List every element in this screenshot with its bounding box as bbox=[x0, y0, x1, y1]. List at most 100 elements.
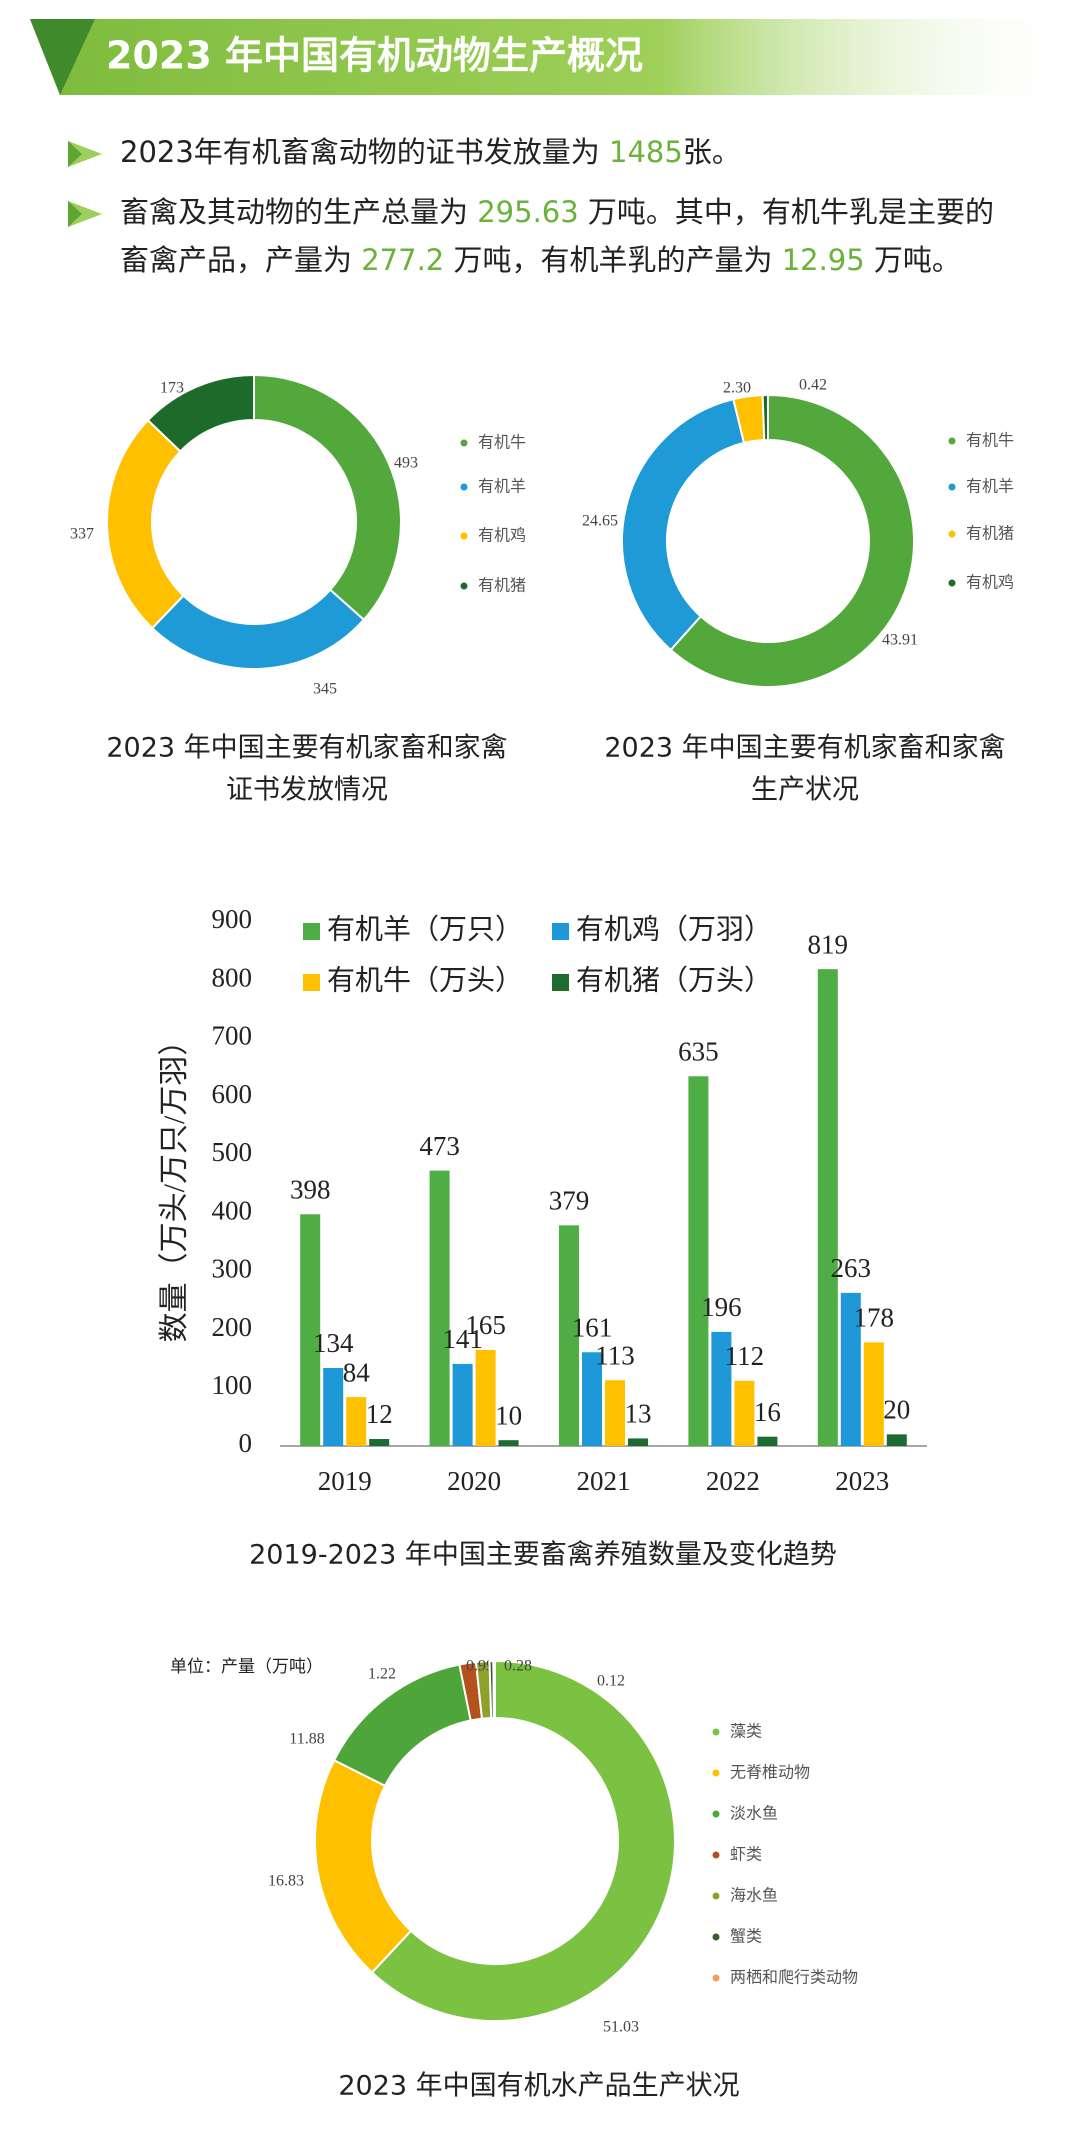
bar-value-label: 16 bbox=[754, 1397, 781, 1427]
legend-marker bbox=[712, 1974, 720, 1982]
y-tick-label: 900 bbox=[212, 904, 253, 934]
bar-value-label: 178 bbox=[854, 1303, 895, 1333]
bar bbox=[369, 1439, 390, 1446]
legend-marker bbox=[948, 579, 956, 587]
slice-label: 345 bbox=[313, 681, 337, 698]
bar bbox=[582, 1352, 602, 1446]
donut-slice bbox=[146, 373, 255, 453]
y-tick-label: 800 bbox=[212, 962, 253, 992]
y-tick-label: 500 bbox=[212, 1137, 253, 1167]
x-tick-label: 2019 bbox=[318, 1466, 372, 1496]
bar bbox=[605, 1380, 625, 1446]
header-title: 2023 年中国有机动物生产概况 bbox=[106, 34, 643, 78]
y-axis-label: 数量（万头/万只/万羽） bbox=[158, 1026, 191, 1343]
bar-value-label: 473 bbox=[419, 1131, 460, 1161]
bullet-arrow-shade bbox=[68, 201, 82, 227]
legend-marker bbox=[712, 1933, 720, 1941]
bar bbox=[840, 1292, 861, 1446]
summary-text: 万吨。其中，有机牛乳是主要的 bbox=[579, 195, 994, 229]
summary-highlight: 1485 bbox=[609, 135, 683, 169]
summary-text: 万吨。 bbox=[865, 243, 961, 277]
legend-marker bbox=[460, 532, 468, 540]
slice-label: 43.91 bbox=[882, 632, 918, 649]
chart-title: 2023 年中国主要有机家畜和家禽 bbox=[604, 733, 1005, 764]
bar bbox=[886, 1434, 907, 1446]
bullet-arrow bbox=[68, 201, 102, 227]
legend-label: 有机羊 bbox=[478, 477, 526, 496]
legend-marker bbox=[712, 1892, 720, 1900]
slice-label: 173 bbox=[160, 380, 184, 397]
slice-label: 11.88 bbox=[289, 1731, 324, 1748]
legend-marker bbox=[948, 530, 956, 538]
legend-marker bbox=[948, 437, 956, 445]
chart-title: 2023 年中国主要有机家畜和家禽 bbox=[106, 733, 507, 764]
legend-marker bbox=[712, 1769, 720, 1777]
x-tick-label: 2023 bbox=[835, 1466, 889, 1496]
slice-label: 0.42 bbox=[799, 377, 827, 394]
bar bbox=[323, 1367, 344, 1446]
chart-title: 证书发放情况 bbox=[226, 775, 388, 806]
bar-value-label: 263 bbox=[831, 1253, 872, 1283]
bar-value-label: 196 bbox=[701, 1292, 742, 1322]
bar bbox=[628, 1438, 648, 1446]
bar bbox=[452, 1363, 473, 1446]
donut-slice bbox=[314, 1758, 413, 1974]
chart-title: 生产状况 bbox=[751, 775, 859, 806]
summary-text: 2023年有机畜禽动物的证书发放量为 bbox=[120, 135, 609, 169]
legend-label: 有机鸡（万羽） bbox=[576, 913, 772, 945]
chart-title: 2019-2023 年中国主要畜禽养殖数量及变化趋势 bbox=[249, 1540, 837, 1571]
slice-label: 1.22 bbox=[368, 1666, 396, 1683]
donut-slice bbox=[761, 393, 769, 442]
y-tick-label: 300 bbox=[212, 1254, 253, 1284]
bar-value-label: 12 bbox=[366, 1399, 393, 1429]
legend-label: 藻类 bbox=[730, 1722, 762, 1741]
slice-label: 337 bbox=[70, 526, 94, 543]
bar bbox=[346, 1397, 367, 1446]
bar bbox=[863, 1342, 884, 1446]
bullet-arrow bbox=[68, 141, 102, 167]
summary-highlight: 277.2 bbox=[361, 243, 444, 277]
summary-text: 畜禽及其动物的生产总量为 bbox=[120, 195, 477, 229]
legend-label: 有机猪 bbox=[966, 524, 1014, 543]
legend-label: 虾类 bbox=[730, 1845, 762, 1864]
y-tick-label: 200 bbox=[212, 1312, 253, 1342]
y-tick-label: 600 bbox=[212, 1079, 253, 1109]
y-tick-label: 100 bbox=[212, 1370, 253, 1400]
y-tick-label: 0 bbox=[239, 1428, 253, 1458]
legend-label: 有机鸡 bbox=[966, 573, 1014, 592]
bar-value-label: 113 bbox=[595, 1340, 635, 1370]
bar-value-label: 141 bbox=[442, 1324, 483, 1354]
header-accent bbox=[30, 19, 95, 95]
bar bbox=[429, 1170, 450, 1446]
legend-label: 有机牛 bbox=[966, 431, 1014, 450]
bar bbox=[711, 1331, 732, 1446]
legend-label: 无脊椎动物 bbox=[730, 1763, 810, 1782]
slice-label: 16.83 bbox=[268, 1873, 304, 1890]
bar-value-label: 379 bbox=[549, 1186, 590, 1216]
bar bbox=[757, 1436, 778, 1446]
donut-slice bbox=[370, 1659, 676, 2022]
legend-marker bbox=[460, 439, 468, 447]
slice-label: 493 bbox=[394, 455, 418, 472]
bar-value-label: 134 bbox=[313, 1328, 354, 1358]
bar bbox=[559, 1225, 579, 1446]
summary-line: 畜禽产品，产量为 277.2 万吨，有机羊乳的产量为 12.95 万吨。 bbox=[120, 243, 961, 277]
bar-value-label: 13 bbox=[625, 1399, 652, 1429]
legend-label: 淡水鱼 bbox=[730, 1804, 778, 1823]
summary-highlight: 295.63 bbox=[477, 195, 578, 229]
chart-subtitle: 单位：产量（万吨） bbox=[170, 1657, 323, 1677]
header-band bbox=[30, 19, 1080, 95]
legend-marker bbox=[460, 483, 468, 491]
bar-value-label: 635 bbox=[678, 1036, 719, 1066]
slice-label: 0.99 bbox=[466, 1658, 494, 1675]
summary-highlight: 12.95 bbox=[782, 243, 865, 277]
x-tick-label: 2021 bbox=[577, 1466, 631, 1496]
y-tick-label: 700 bbox=[212, 1021, 253, 1051]
bar bbox=[688, 1076, 709, 1446]
slice-label: 24.65 bbox=[582, 513, 618, 530]
donut-slice bbox=[621, 397, 746, 652]
legend-marker bbox=[712, 1728, 720, 1736]
legend-label: 有机羊 bbox=[966, 477, 1014, 496]
